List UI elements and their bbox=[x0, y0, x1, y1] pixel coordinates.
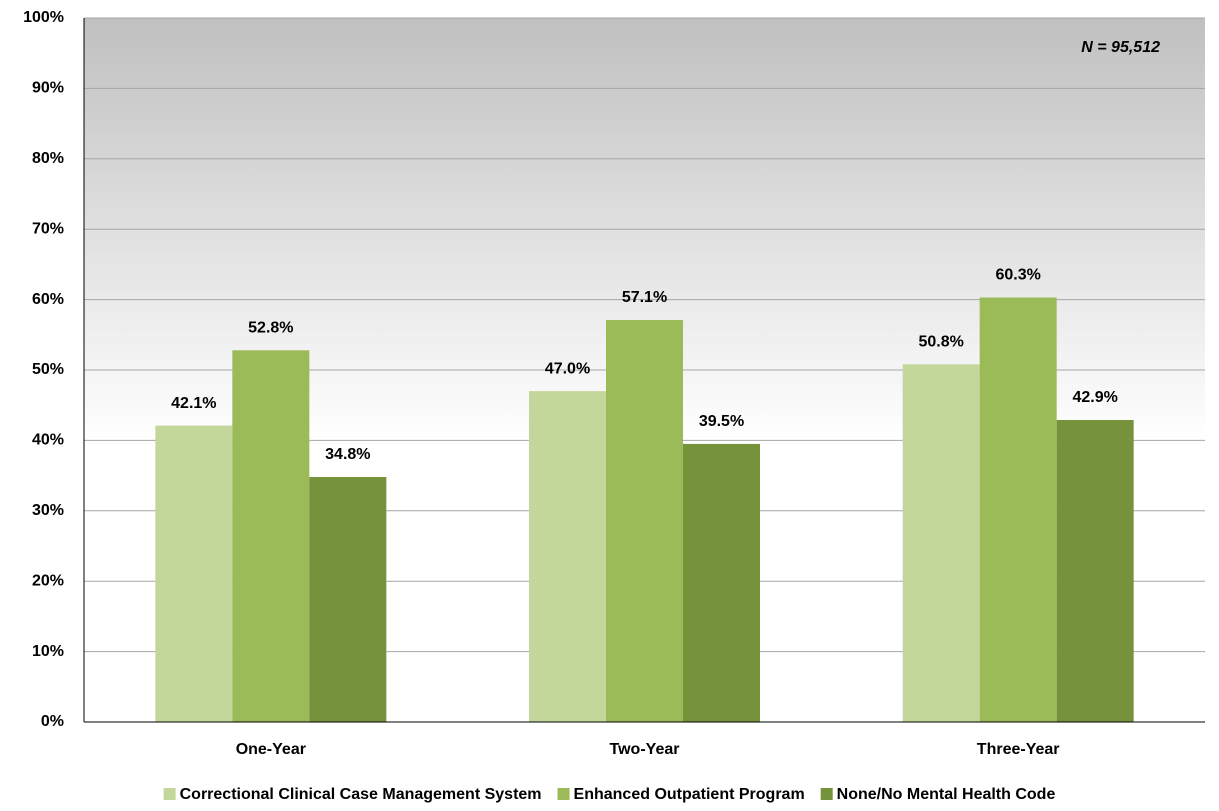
bar bbox=[155, 425, 233, 722]
y-tick-label: 60% bbox=[32, 291, 64, 308]
data-label: 42.9% bbox=[1072, 389, 1117, 406]
y-tick-label: 100% bbox=[23, 9, 64, 26]
y-tick-label: 40% bbox=[32, 432, 64, 449]
y-tick-label: 50% bbox=[32, 361, 64, 378]
bar bbox=[979, 297, 1057, 722]
x-tick-label: One-Year bbox=[236, 741, 306, 758]
data-label: 52.8% bbox=[248, 320, 293, 337]
data-label: 42.1% bbox=[171, 395, 216, 412]
bar bbox=[683, 443, 760, 722]
bar bbox=[902, 364, 980, 722]
annotation: N = 95,512 bbox=[1081, 39, 1160, 56]
legend-swatch bbox=[557, 788, 570, 800]
bar bbox=[529, 391, 606, 722]
bar bbox=[1056, 419, 1134, 722]
data-label: 50.8% bbox=[918, 334, 963, 351]
y-tick-label: 20% bbox=[32, 572, 64, 589]
y-tick-label: 30% bbox=[32, 502, 64, 519]
y-tick-label: 70% bbox=[32, 220, 64, 237]
legend-swatch bbox=[163, 788, 176, 800]
bar bbox=[309, 477, 387, 722]
data-label: 60.3% bbox=[995, 267, 1040, 284]
bar bbox=[232, 350, 310, 722]
legend-label: Enhanced Outpatient Program bbox=[574, 786, 805, 803]
y-tick-label: 90% bbox=[32, 80, 64, 97]
y-tick-label: 10% bbox=[32, 643, 64, 660]
x-tick-label: Three-Year bbox=[977, 741, 1060, 758]
legend-swatch bbox=[820, 788, 833, 800]
data-label: 39.5% bbox=[699, 413, 744, 430]
legend-label: None/No Mental Health Code bbox=[837, 786, 1056, 803]
x-tick-label: Two-Year bbox=[610, 741, 680, 758]
data-label: 57.1% bbox=[622, 289, 667, 306]
data-label: 34.8% bbox=[325, 446, 370, 463]
data-label: 47.0% bbox=[545, 360, 590, 377]
legend-label: Correctional Clinical Case Management Sy… bbox=[180, 786, 542, 803]
bar bbox=[606, 320, 683, 722]
y-tick-label: 0% bbox=[41, 713, 64, 730]
y-tick-label: 80% bbox=[32, 150, 64, 167]
